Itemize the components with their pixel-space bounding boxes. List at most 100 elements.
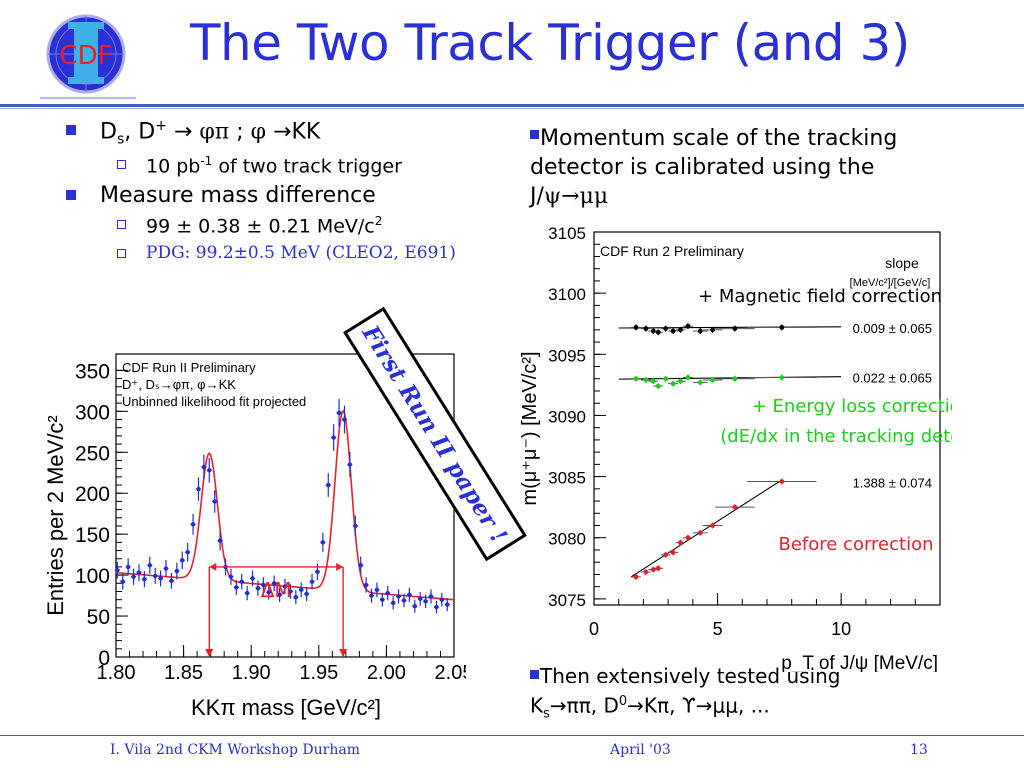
data-point (697, 530, 703, 536)
data-point (779, 479, 785, 484)
x-tick-label: 2.00 (367, 662, 406, 684)
slide-title: The Two Track Trigger (and 3) (190, 14, 910, 72)
chart-title: CDF Run 2 Preliminary (600, 243, 744, 259)
y-tick-label: 50 (87, 606, 110, 629)
data-point (342, 417, 347, 422)
title-divider (0, 104, 1024, 107)
data-point (142, 577, 147, 582)
fit-line (630, 481, 780, 578)
energy-loss-label: + Energy loss correction (752, 396, 952, 417)
data-point (369, 593, 374, 598)
data-point (650, 378, 656, 384)
data-point (633, 574, 639, 580)
data-point (380, 597, 385, 602)
footer-date: April '03 (610, 742, 671, 758)
data-point (445, 602, 450, 607)
data-point (732, 326, 738, 332)
momentum-calibration-chart: 3075 3080 3085 3090 3095 3100 3105 0 5 10 p_T of J… (519, 224, 952, 672)
legend-title: slope (885, 255, 919, 271)
y-tick-label: 3075 (548, 591, 586, 610)
data-point (710, 327, 716, 333)
x-tick-label: 1.95 (299, 662, 338, 684)
data-point (685, 375, 691, 380)
data-point (131, 574, 136, 579)
y-tick-label: 3090 (548, 407, 586, 426)
data-point (293, 595, 299, 600)
cdf-logo: CDF (40, 14, 136, 99)
data-point (710, 523, 716, 528)
data-point (663, 552, 669, 558)
x-axis-label: KKπ mass [GeV/c²] (191, 695, 381, 720)
legend-units: [MeV/c²]/[GeV/c] (850, 277, 931, 289)
data-point (136, 570, 142, 575)
y-tick-label: 250 (75, 442, 110, 465)
data-point (633, 376, 639, 382)
data-point (358, 563, 363, 568)
data-point (423, 599, 428, 604)
data-point (336, 410, 342, 416)
data-point (185, 549, 190, 555)
data-point (266, 590, 271, 595)
x-tick-label: 1.90 (232, 662, 271, 684)
x-tick-label: 10 (831, 619, 851, 639)
data-point (779, 375, 785, 380)
data-point (207, 468, 212, 473)
data-point (299, 587, 304, 593)
footer-divider (0, 735, 1024, 736)
data-point (428, 594, 434, 599)
data-point (434, 604, 439, 610)
data-point (153, 573, 158, 579)
bullet-decay-channels: Ds, D+ → φπ ; φ →KK (62, 118, 522, 148)
data-point (655, 329, 661, 335)
data-point (309, 579, 315, 584)
subbullet-marker (117, 159, 126, 169)
right-text-line-2: detector is calibrated using the (530, 155, 875, 180)
data-point (697, 328, 703, 334)
data-point (412, 604, 417, 609)
data-point (643, 377, 649, 383)
data-point (643, 569, 649, 575)
bullet-marker (66, 190, 76, 201)
data-point (407, 592, 412, 597)
data-point (779, 324, 785, 330)
slope-label: 0.009 ± 0.065 (853, 321, 932, 336)
data-point (643, 326, 649, 332)
subbullet-marker (117, 220, 126, 230)
data-point (180, 558, 185, 563)
data-point (732, 376, 738, 382)
y-tick-label: 100 (75, 565, 110, 588)
data-point (363, 582, 369, 588)
x-tick-label: 0 (589, 619, 599, 639)
data-point (115, 567, 120, 573)
magnetic-correction-label: + Magnetic field correction (698, 286, 942, 307)
legend-line: Unbinned likelihood fit projected (122, 394, 306, 409)
data-point (655, 383, 661, 389)
bottom-text-line-1: Then extensively tested using (540, 664, 841, 688)
y-tick-label: 150 (75, 524, 110, 547)
data-point (663, 376, 669, 382)
data-point (655, 565, 661, 571)
y-tick-label: 200 (75, 483, 110, 506)
data-point (385, 590, 390, 596)
footer-author: I. Vila 2nd CKM Workshop Durham (110, 742, 360, 758)
data-point (347, 462, 353, 467)
data-point (201, 464, 207, 470)
x-axis-label: p_T of J/ψ [MeV/c] (781, 653, 938, 672)
right-text-line-3: J/ (530, 184, 544, 209)
bottom-text-block: Then extensively tested using Ks→ππ, D0→… (530, 664, 1000, 727)
data-point (212, 499, 217, 504)
right-text-line-1: Momentum scale of the tracking (540, 126, 898, 151)
subbullet-pdg-value: PDG: 99.2±0.5 MeV (CLEO2, E691) (62, 243, 522, 263)
data-point (401, 598, 407, 603)
chart-title: CDF Run II Preliminary (122, 360, 256, 375)
subbullet-marker (117, 249, 126, 259)
data-point (169, 578, 174, 584)
delta-m-arrowhead (336, 562, 344, 571)
data-point (282, 584, 288, 589)
data-point (120, 579, 125, 584)
y-tick-label: 3100 (548, 285, 586, 304)
bullet-marker (530, 130, 539, 139)
data-point (228, 574, 234, 579)
data-point (147, 563, 152, 568)
data-point (244, 590, 250, 596)
